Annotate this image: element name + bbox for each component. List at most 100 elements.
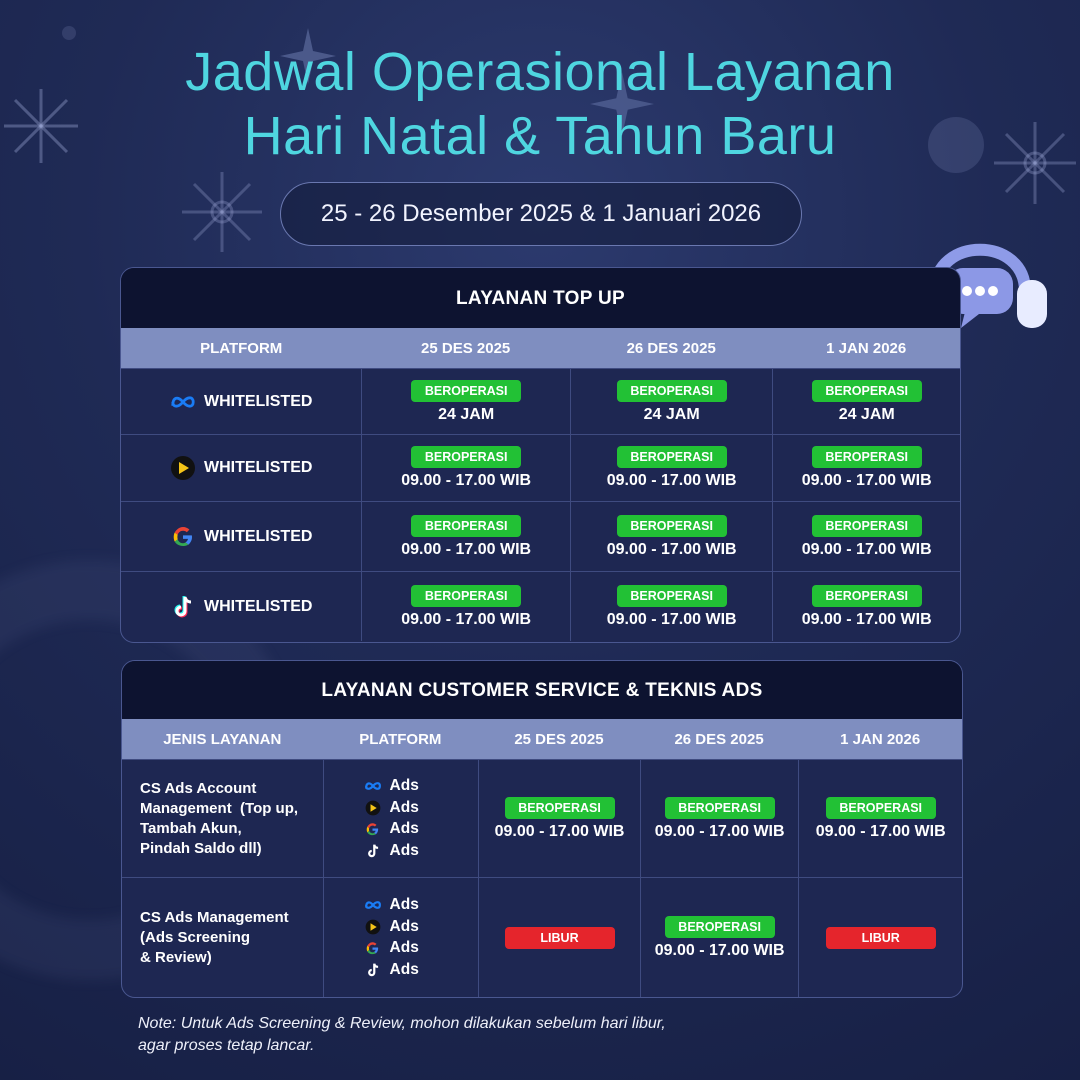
table-row: WHITELISTED BEROPERASI 09.00 - 17.00 WIB… xyxy=(121,434,960,501)
schedule-cell: BEROPERASI 24 JAM xyxy=(361,369,570,434)
google-icon xyxy=(364,820,382,838)
platform-cell: WHITELISTED xyxy=(121,502,361,571)
schedule-cell: BEROPERASI 09.00 - 17.00 WIB xyxy=(772,502,960,571)
schedule-cell: BEROPERASI 24 JAM xyxy=(772,369,960,434)
ads-label: Ads xyxy=(389,820,419,838)
page-title: Jadwal Operasional Layanan Hari Natal & … xyxy=(0,40,1080,168)
topup-table: LAYANAN TOP UP PLATFORM 25 DES 2025 26 D… xyxy=(120,267,961,643)
ads-label: Ads xyxy=(389,960,419,978)
hours-text: 09.00 - 17.00 WIB xyxy=(654,822,785,840)
tiktok-icon xyxy=(170,594,196,620)
schedule-cell: LIBUR xyxy=(478,878,640,997)
status-badge: BEROPERASI xyxy=(411,584,522,607)
service-line: Pindah Saldo dll) xyxy=(140,839,262,857)
title-line-2: Hari Natal & Tahun Baru xyxy=(243,106,837,166)
list-item: Ads xyxy=(364,797,419,819)
hours-text: 09.00 - 17.00 WIB xyxy=(494,822,625,840)
date-range-pill: 25 - 26 Desember 2025 & 1 Januari 2026 xyxy=(280,182,802,246)
hours-text: 09.00 - 17.00 WIB xyxy=(401,540,532,558)
ads-label: Ads xyxy=(389,939,419,957)
hours-text: 09.00 - 17.00 WIB xyxy=(401,472,532,489)
hours-text: 09.00 - 17.00 WIB xyxy=(801,540,932,558)
tiktok-icon xyxy=(364,842,382,860)
decor-circle xyxy=(928,117,984,173)
ads-label: Ads xyxy=(389,917,419,935)
service-line: Tambah Akun, xyxy=(140,819,242,837)
tiktok-icon xyxy=(364,961,382,979)
ads-label: Ads xyxy=(389,798,419,816)
schedule-cell: BEROPERASI 09.00 - 17.00 WIB xyxy=(798,760,962,877)
service-line: (Ads Screening xyxy=(140,928,251,946)
schedule-cell: BEROPERASI 09.00 - 17.00 WIB xyxy=(772,435,960,501)
note-line-1: Note: Untuk Ads Screening & Review, moho… xyxy=(138,1015,666,1032)
platform-name: WHITELISTED xyxy=(203,527,313,545)
list-item: Ads xyxy=(364,938,419,960)
platform-cell: WHITELISTED xyxy=(121,572,361,641)
status-badge: BEROPERASI xyxy=(616,446,727,468)
decor-dot xyxy=(62,26,76,40)
hours-text: 09.00 - 17.00 WIB xyxy=(606,540,737,558)
cs-column-headers: JENIS LAYANAN PLATFORM 25 DES 2025 26 DE… xyxy=(122,719,962,759)
service-name: CS Ads Account Management (Top up, Tamba… xyxy=(140,779,298,859)
google-icon xyxy=(170,524,196,550)
column-header: JENIS LAYANAN xyxy=(163,730,282,748)
schedule-cell: LIBUR xyxy=(798,878,962,997)
status-badge: BEROPERASI xyxy=(411,379,522,402)
service-line: Management (Top up, xyxy=(140,799,299,817)
table-row: WHITELISTED BEROPERASI 09.00 - 17.00 WIB… xyxy=(121,571,960,641)
service-line: CS Ads Management xyxy=(140,908,289,926)
schedule-cell: BEROPERASI 24 JAM xyxy=(569,369,773,434)
schedule-cell: BEROPERASI 09.00 - 17.00 WIB xyxy=(639,878,799,997)
snowflake-icon xyxy=(994,122,1076,204)
column-header: 1 JAN 2026 xyxy=(826,339,907,357)
table-row: WHITELISTED BEROPERASI 09.00 - 17.00 WIB… xyxy=(121,501,960,571)
status-badge: BEROPERASI xyxy=(811,446,922,468)
column-header: PLATFORM xyxy=(359,730,442,748)
ads-label: Ads xyxy=(389,777,419,795)
status-badge-off: LIBUR xyxy=(825,926,936,949)
platform-name: WHITELISTED xyxy=(203,597,313,615)
column-header: PLATFORM xyxy=(200,339,283,357)
schedule-cell: BEROPERASI 09.00 - 17.00 WIB xyxy=(569,572,773,641)
snowflake-icon xyxy=(182,172,262,252)
schedule-cell: BEROPERASI 09.00 - 17.00 WIB xyxy=(361,435,570,501)
footer-note: Note: Untuk Ads Screening & Review, moho… xyxy=(138,1013,666,1057)
hours-text: 09.00 - 17.00 WIB xyxy=(815,822,946,840)
column-header: 25 DES 2025 xyxy=(514,730,604,748)
snowflake-icon xyxy=(4,89,78,163)
status-badge: BEROPERASI xyxy=(616,584,727,607)
hours-text: 09.00 - 17.00 WIB xyxy=(801,610,932,628)
meta-icon xyxy=(364,777,382,795)
platform-list: Ads Ads Ads Ads xyxy=(322,878,479,997)
platform-cell: WHITELISTED xyxy=(121,435,361,501)
note-line-2: agar proses tetap lancar. xyxy=(138,1037,315,1054)
schedule-cell: BEROPERASI 09.00 - 17.00 WIB xyxy=(478,760,640,877)
status-badge: BEROPERASI xyxy=(504,796,615,819)
status-badge: BEROPERASI xyxy=(811,379,922,402)
status-badge: BEROPERASI xyxy=(664,796,775,819)
list-item: Ads xyxy=(364,840,419,862)
sparkle-icon xyxy=(280,28,336,84)
google-icon xyxy=(364,939,382,957)
list-item: Ads xyxy=(364,895,419,917)
status-badge: BEROPERASI xyxy=(616,514,727,537)
service-cell: CS Ads Account Management (Top up, Tamba… xyxy=(122,760,323,877)
schedule-cell: BEROPERASI 09.00 - 17.00 WIB xyxy=(361,502,570,571)
hours-text: 24 JAM xyxy=(838,405,895,423)
status-badge: BEROPERASI xyxy=(664,915,775,938)
snack-video-icon xyxy=(364,918,382,936)
cs-table-title: LAYANAN CUSTOMER SERVICE & TEKNIS ADS xyxy=(122,661,962,719)
snack-video-icon xyxy=(170,455,196,481)
column-header: 26 DES 2025 xyxy=(674,730,764,748)
status-badge: BEROPERASI xyxy=(825,796,936,819)
status-badge: BEROPERASI xyxy=(811,514,922,537)
cs-table: LAYANAN CUSTOMER SERVICE & TEKNIS ADS JE… xyxy=(121,660,963,998)
hours-text: 09.00 - 17.00 WIB xyxy=(606,610,737,628)
hours-text: 09.00 - 17.00 WIB xyxy=(606,472,737,489)
ads-label: Ads xyxy=(389,896,419,914)
meta-icon xyxy=(364,896,382,914)
service-line: CS Ads Account xyxy=(140,779,257,797)
hours-text: 09.00 - 17.00 WIB xyxy=(401,610,532,628)
status-badge: BEROPERASI xyxy=(616,379,727,402)
list-item: Ads xyxy=(364,959,419,981)
